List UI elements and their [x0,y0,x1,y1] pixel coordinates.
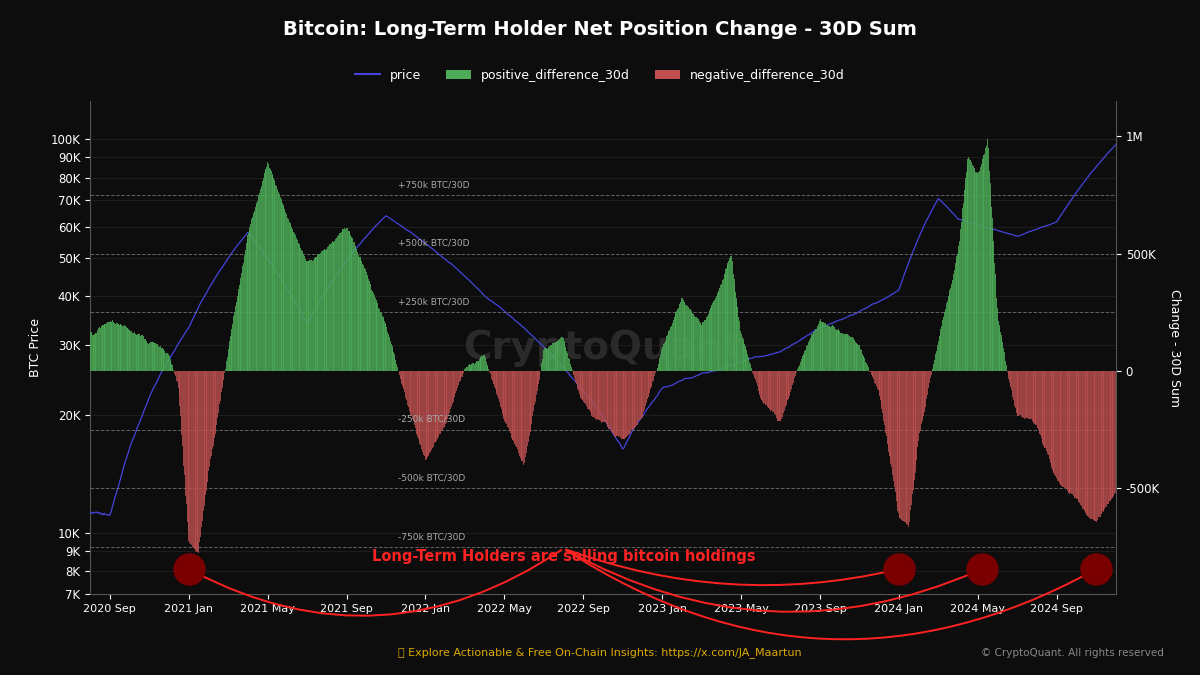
Text: © CryptoQuant. All rights reserved: © CryptoQuant. All rights reserved [982,648,1164,658]
Text: +750k BTC/30D: +750k BTC/30D [398,180,469,189]
Text: Bitcoin: Long-Term Holder Net Position Change - 30D Sum: Bitcoin: Long-Term Holder Net Position C… [283,20,917,39]
Text: Long-Term Holders are selling bitcoin holdings: Long-Term Holders are selling bitcoin ho… [372,549,755,564]
Text: -250k BTC/30D: -250k BTC/30D [398,415,464,424]
Text: +250k BTC/30D: +250k BTC/30D [398,298,469,306]
Point [889,564,908,574]
Point [179,564,198,574]
Text: 🟡 Explore Actionable & Free On-Chain Insights: https://x.com/JA_Maartun: 🟡 Explore Actionable & Free On-Chain Ins… [398,647,802,658]
Text: CryptoQuant: CryptoQuant [463,329,743,367]
Text: +500k BTC/30D: +500k BTC/30D [398,239,469,248]
Y-axis label: Change - 30D Sum: Change - 30D Sum [1168,289,1181,406]
Text: -750k BTC/30D: -750k BTC/30D [398,532,466,541]
Y-axis label: BTC Price: BTC Price [29,318,42,377]
Text: -500k BTC/30D: -500k BTC/30D [398,474,466,483]
Point [972,564,991,574]
Legend: price, positive_difference_30d, negative_difference_30d: price, positive_difference_30d, negative… [350,63,850,86]
Point [1087,564,1106,574]
